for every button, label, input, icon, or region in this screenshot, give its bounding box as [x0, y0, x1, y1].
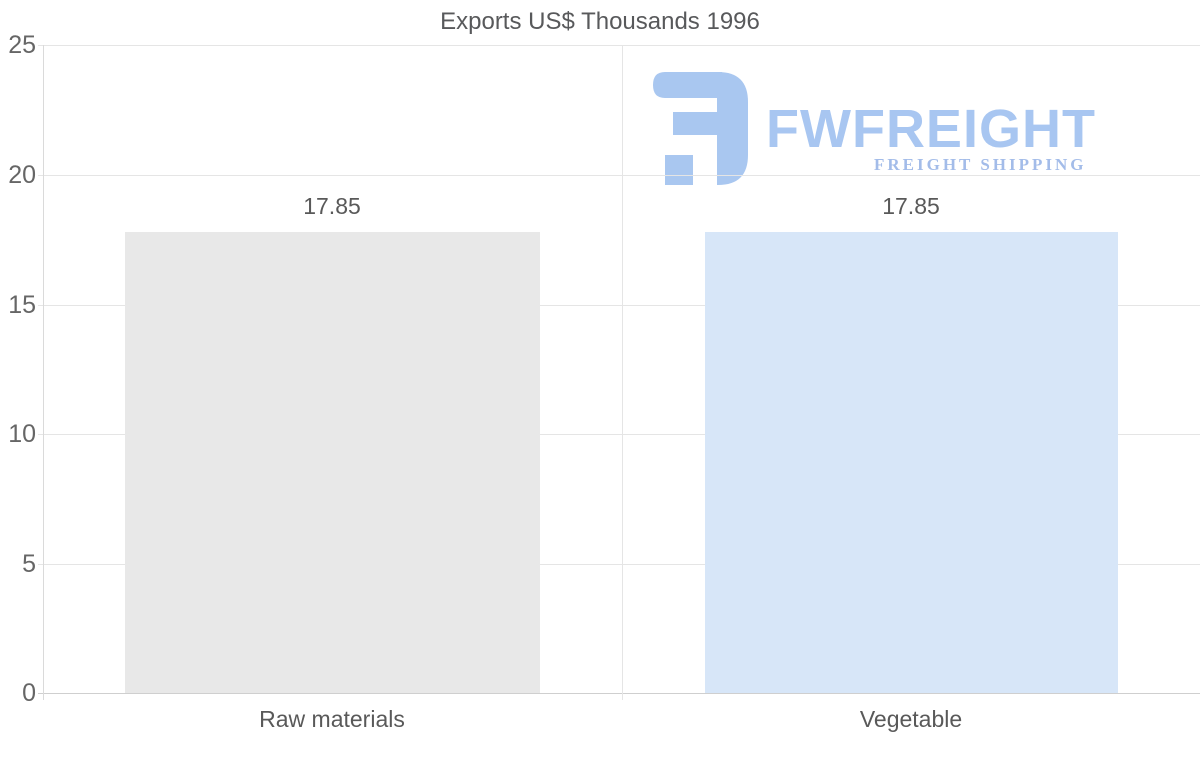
gridline-20 — [38, 175, 1200, 176]
gridline-5 — [38, 564, 1200, 565]
gridline-15 — [38, 305, 1200, 306]
fwfreight-watermark: FWFREIGHT FREIGHT SHIPPING — [652, 70, 1152, 190]
gridline-10 — [38, 434, 1200, 435]
fwfreight-logo-icon — [653, 72, 748, 185]
value-label-raw-materials: 17.85 — [303, 193, 361, 219]
bar-raw-materials — [125, 232, 540, 693]
fwfreight-brand-text: FWFREIGHT — [766, 99, 1096, 159]
category-label-vegetable: Vegetable — [859, 706, 963, 732]
y-axis-line — [43, 45, 44, 700]
category-separator-line — [622, 45, 623, 700]
y-tick-label-15: 15 — [8, 291, 36, 319]
category-label-raw-materials: Raw materials — [259, 706, 405, 732]
y-tick-label-0: 0 — [22, 679, 36, 707]
fwfreight-tagline-text: FREIGHT SHIPPING — [874, 155, 1087, 174]
chart-title: Exports US$ Thousands 1996 — [440, 8, 760, 35]
value-label-vegetable: 17.85 — [882, 193, 940, 219]
bar-vegetable — [705, 232, 1118, 693]
y-tick-label-5: 5 — [22, 550, 36, 578]
y-tick-label-25: 25 — [8, 31, 36, 59]
y-tick-label-20: 20 — [8, 161, 36, 189]
gridline-25 — [38, 45, 1200, 46]
y-tick-label-10: 10 — [8, 420, 36, 448]
x-axis-line — [38, 693, 1200, 694]
